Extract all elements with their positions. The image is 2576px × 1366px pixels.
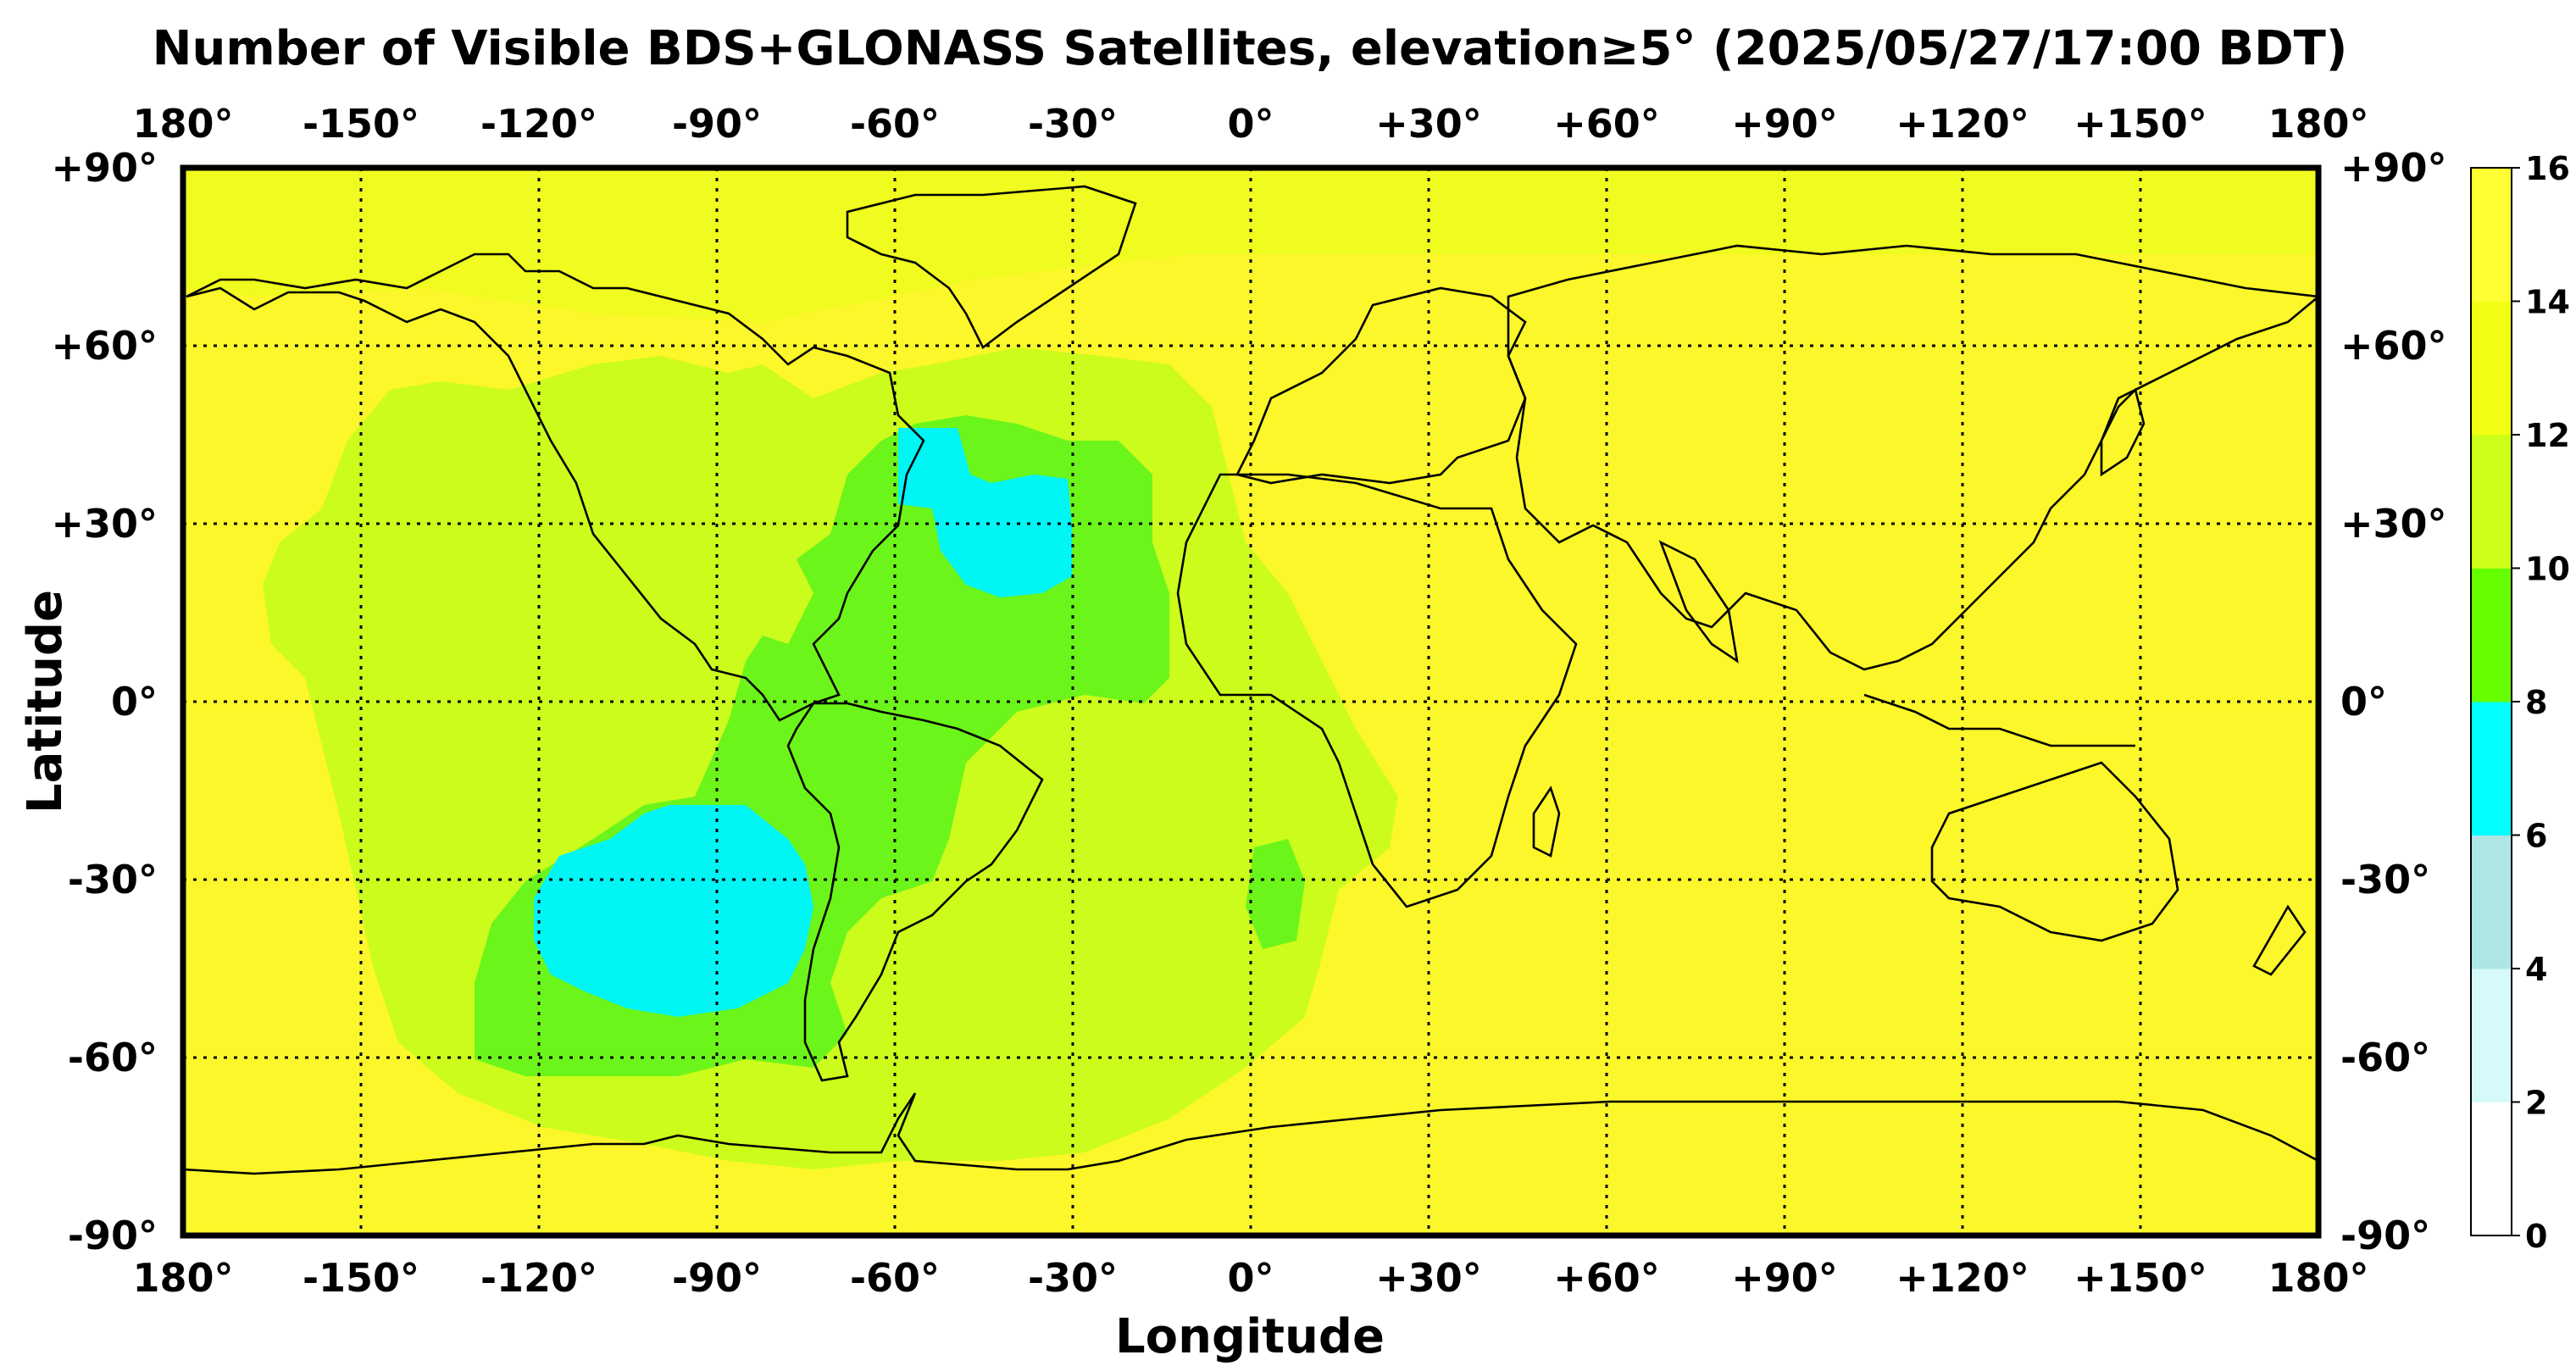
lon-tick-label-top: +120° bbox=[1896, 101, 2029, 147]
colorbar-tick-label: 12 bbox=[2525, 417, 2570, 454]
lon-tick-label-top: 180° bbox=[2268, 101, 2368, 147]
coastline-madagascar bbox=[1532, 786, 1561, 858]
lon-tick-label-bottom: +150° bbox=[2074, 1255, 2207, 1301]
colorbar-tick-label: 0 bbox=[2525, 1218, 2547, 1255]
longitude-ticks-bottom: 180° -150° -120° -90° -60° -30° 0° +30° +60° +90°… bbox=[132, 1255, 2368, 1301]
coastline-south-america bbox=[786, 702, 1044, 1082]
lat-tick-label-left: +30° bbox=[51, 501, 158, 547]
colorbar-segment bbox=[2471, 301, 2512, 436]
lon-tick-label-bottom: +120° bbox=[1896, 1255, 2029, 1301]
colorbar-tick-label: 10 bbox=[2525, 551, 2570, 588]
lat-tick-label-right: +30° bbox=[2340, 501, 2447, 547]
lon-tick-label-top: -60° bbox=[850, 101, 940, 147]
contour-12-14-arctic bbox=[183, 168, 2318, 322]
colorbar-segment bbox=[2471, 1102, 2512, 1236]
coastline-greenland bbox=[846, 185, 1137, 349]
colorbar-tick-label: 6 bbox=[2525, 818, 2547, 855]
lon-tick-label-bottom: -60° bbox=[850, 1255, 940, 1301]
lon-tick-label-bottom: 180° bbox=[2268, 1255, 2368, 1301]
lon-tick-label-top: -120° bbox=[480, 101, 597, 147]
lat-tick-label-left: 0° bbox=[111, 679, 158, 725]
lon-tick-label-top: +150° bbox=[2074, 101, 2207, 147]
coastline-north-america bbox=[186, 253, 925, 722]
lon-tick-label-top: +90° bbox=[1731, 101, 1838, 147]
colorbar-tick-label: 2 bbox=[2525, 1085, 2547, 1122]
coastline-asia bbox=[1507, 244, 2318, 671]
coastline-antarctica bbox=[183, 1092, 2318, 1175]
lat-tick-label-left: -90° bbox=[68, 1213, 158, 1258]
y-axis-label: Latitude bbox=[18, 590, 73, 813]
lon-tick-label-top: +30° bbox=[1375, 101, 1482, 147]
map-gridlines bbox=[183, 168, 2318, 1236]
lon-tick-label-bottom: -150° bbox=[303, 1255, 419, 1301]
lon-tick-label-top: +60° bbox=[1553, 101, 1660, 147]
coastline-indonesia bbox=[1863, 693, 2135, 747]
colorbar: 0 2 4 6 8 10 12 14 16 bbox=[2470, 150, 2570, 1255]
coastline-japan bbox=[2100, 387, 2146, 477]
lon-tick-label-top: 180° bbox=[132, 101, 233, 147]
colorbar-segment bbox=[2471, 168, 2512, 302]
lat-tick-label-left: -60° bbox=[68, 1035, 158, 1080]
colorbar-segment bbox=[2471, 568, 2512, 702]
colorbar-segment bbox=[2471, 835, 2512, 969]
latitude-ticks-left: +90° +60° +30° 0° -30° -60° -90° bbox=[51, 145, 158, 1258]
lon-tick-label-bottom: -30° bbox=[1028, 1255, 1118, 1301]
lat-tick-label-right: 0° bbox=[2340, 679, 2387, 725]
colorbar-segment bbox=[2471, 702, 2512, 836]
lat-tick-label-left: +90° bbox=[51, 145, 158, 191]
lon-tick-label-top: -150° bbox=[303, 101, 419, 147]
lon-tick-label-bottom: 180° bbox=[132, 1255, 233, 1301]
longitude-ticks-top: 180° -150° -120° -90° -60° -30° 0° +30° +60° +90°… bbox=[132, 101, 2368, 147]
colorbar-tick-label: 8 bbox=[2525, 684, 2547, 721]
lat-tick-label-left: +60° bbox=[51, 323, 158, 369]
lat-tick-label-right: -90° bbox=[2340, 1213, 2430, 1258]
lon-tick-label-bottom: +60° bbox=[1553, 1255, 1660, 1301]
lon-tick-label-bottom: 0° bbox=[1227, 1255, 1274, 1301]
latitude-ticks-right: +90° +60° +30° 0° -30° -60° -90° bbox=[2340, 145, 2447, 1258]
contour-8-10-patch bbox=[1246, 839, 1305, 949]
map-plot bbox=[180, 164, 2322, 1239]
lat-tick-label-right: +60° bbox=[2340, 323, 2447, 369]
visibility-contours bbox=[183, 168, 2318, 1169]
coastline-africa bbox=[1176, 473, 1578, 908]
lon-tick-label-top: -90° bbox=[672, 101, 762, 147]
lon-tick-label-bottom: +30° bbox=[1375, 1255, 1482, 1301]
contour-6-8-north-atlantic bbox=[898, 428, 1072, 597]
chart-title: Number of Visible BDS+GLONASS Satellites… bbox=[153, 21, 2348, 76]
lat-tick-label-right: -60° bbox=[2340, 1035, 2430, 1080]
coastlines bbox=[183, 185, 2318, 1175]
lat-tick-label-right: -30° bbox=[2340, 857, 2430, 902]
coastline-australia bbox=[1930, 761, 2179, 942]
colorbar-segment bbox=[2471, 969, 2512, 1102]
lat-tick-label-left: -30° bbox=[68, 857, 158, 902]
lat-tick-label-right: +90° bbox=[2340, 145, 2447, 191]
colorbar-tick-label: 16 bbox=[2525, 150, 2570, 187]
lon-tick-label-top: 0° bbox=[1227, 101, 1274, 147]
lon-tick-label-bottom: +90° bbox=[1731, 1255, 1838, 1301]
colorbar-segment bbox=[2471, 435, 2512, 569]
contour-6-8-south-pacific bbox=[534, 805, 813, 1017]
lon-tick-label-bottom: -120° bbox=[480, 1255, 597, 1301]
colorbar-tick-label: 4 bbox=[2525, 951, 2547, 988]
map-frame bbox=[180, 164, 2322, 1239]
lon-tick-label-bottom: -90° bbox=[672, 1255, 762, 1301]
coastline-new-zealand bbox=[2252, 904, 2307, 976]
lon-tick-label-top: -30° bbox=[1028, 101, 1118, 147]
coastline-india bbox=[1658, 540, 1739, 664]
colorbar-tick-label: 14 bbox=[2525, 284, 2570, 321]
x-axis-label: Longitude bbox=[1115, 1309, 1385, 1364]
coastline-europe bbox=[1235, 286, 1527, 485]
